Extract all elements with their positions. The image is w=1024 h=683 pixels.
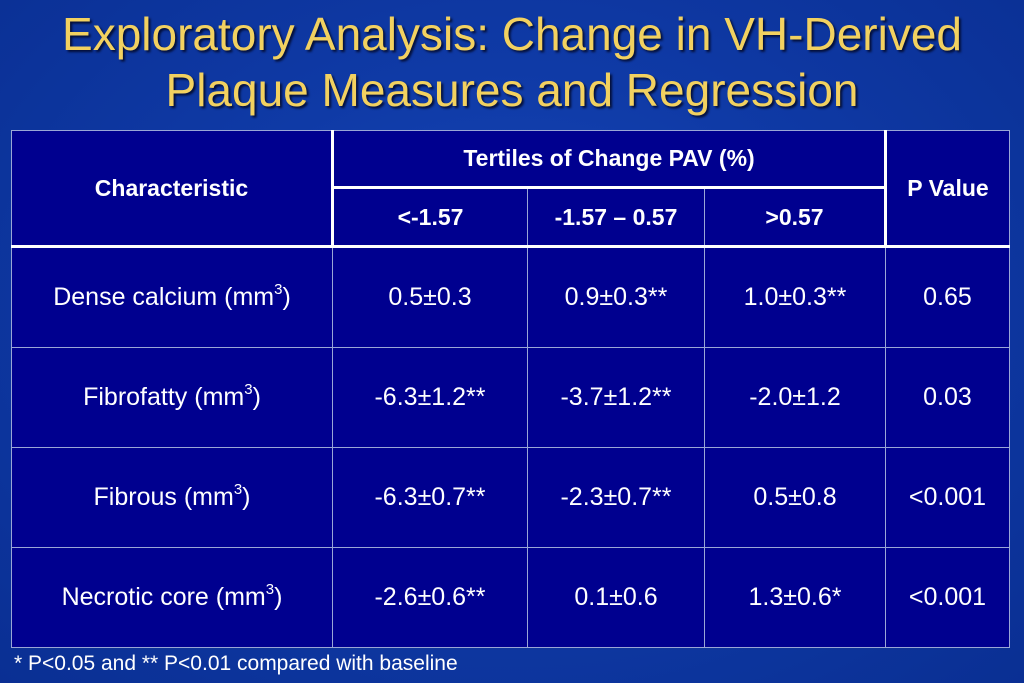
table-header-row: Characteristic Tertiles of Change PAV (%… [11, 130, 1010, 248]
table-cell: 0.1±0.6 [527, 547, 705, 648]
header-p-value: P Value [884, 130, 1010, 248]
row-label-text: Fibrous (mm [93, 483, 234, 511]
table-cell: 1.3±0.6* [704, 547, 886, 648]
row-label-text: Fibrofatty (mm [83, 383, 245, 411]
p-value-cell: 0.03 [885, 347, 1010, 448]
row-label-dense-calcium: Dense calcium (mm3) [11, 246, 333, 348]
row-label-necrotic-core: Necrotic core (mm3) [11, 547, 333, 648]
header-tertile-low: <-1.57 [332, 187, 528, 248]
unit-superscript: 3 [274, 281, 283, 298]
table-row: Necrotic core (mm3) -2.6±0.6** 0.1±0.6 1… [11, 547, 1010, 648]
header-tertiles-group: Tertiles of Change PAV (%) [332, 130, 886, 189]
table-row: Fibrofatty (mm3) -6.3±1.2** -3.7±1.2** -… [11, 347, 1010, 448]
slide-title-line-2: Plaque Measures and Regression [165, 64, 859, 116]
table-cell: 1.0±0.3** [704, 246, 886, 348]
row-label-fibrofatty: Fibrofatty (mm3) [11, 347, 333, 448]
table-cell: -2.6±0.6** [332, 547, 528, 648]
row-label-end: ) [242, 483, 251, 511]
unit-superscript: 3 [265, 581, 275, 598]
header-characteristic: Characteristic [11, 130, 334, 248]
slide-title: Exploratory Analysis: Change in VH-Deriv… [0, 6, 1024, 118]
unit-superscript: 3 [233, 481, 243, 498]
table-cell: 0.5±0.8 [704, 447, 886, 548]
p-value-cell: <0.001 [885, 547, 1010, 648]
table-subheader-row: <-1.57 -1.57 – 0.57 >0.57 [12, 187, 1010, 248]
slide-title-line-1: Exploratory Analysis: Change in VH-Deriv… [62, 8, 962, 60]
row-label-text: Necrotic core (mm [61, 583, 266, 611]
header-tertile-high: >0.57 [704, 187, 886, 248]
table-cell: 0.9±0.3** [527, 246, 705, 348]
table-cell: 0.5±0.3 [332, 246, 528, 348]
p-value-cell: <0.001 [885, 447, 1010, 548]
row-label-end: ) [252, 383, 261, 411]
header-tertile-mid: -1.57 – 0.57 [527, 187, 705, 248]
table-cell: -6.3±0.7** [332, 447, 528, 548]
table-cell: -2.0±1.2 [704, 347, 886, 448]
table-cell: -3.7±1.2** [527, 347, 705, 448]
row-label-text: Dense calcium (mm [53, 283, 275, 311]
table-row: Dense calcium (mm3) 0.5±0.3 0.9±0.3** 1.… [11, 246, 1010, 348]
plaque-measures-table: Characteristic Tertiles of Change PAV (%… [11, 130, 1010, 648]
p-value-cell: 0.65 [885, 246, 1010, 348]
row-label-end: ) [282, 283, 291, 311]
row-label-end: ) [274, 583, 283, 611]
row-label-fibrous: Fibrous (mm3) [11, 447, 333, 548]
table-cell: -6.3±1.2** [332, 347, 528, 448]
table-cell: -2.3±0.7** [527, 447, 705, 548]
footnote: * P<0.05 and ** P<0.01 compared with bas… [14, 652, 458, 675]
unit-superscript: 3 [244, 381, 253, 398]
table-row: Fibrous (mm3) -6.3±0.7** -2.3±0.7** 0.5±… [11, 447, 1010, 548]
